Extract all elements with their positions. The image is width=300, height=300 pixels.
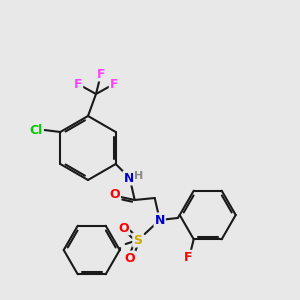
Text: Cl: Cl [30,124,43,136]
Text: F: F [184,251,192,264]
Text: S: S [133,233,142,247]
Text: F: F [97,68,105,80]
Text: H: H [134,171,143,181]
Text: F: F [110,77,118,91]
Text: F: F [74,77,82,91]
Text: N: N [124,172,134,184]
Text: N: N [154,214,165,226]
Text: O: O [124,251,135,265]
Text: O: O [110,188,120,202]
Text: O: O [118,221,129,235]
